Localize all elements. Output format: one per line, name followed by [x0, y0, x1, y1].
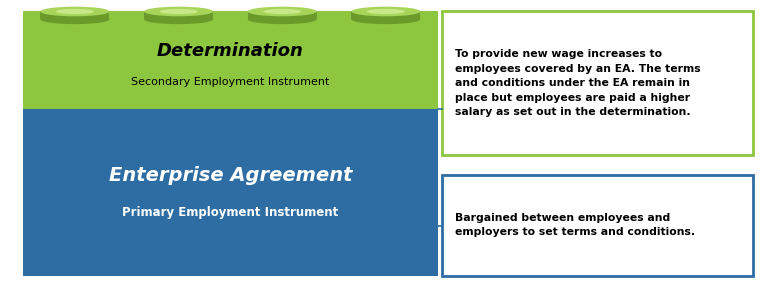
Ellipse shape: [352, 14, 421, 24]
Ellipse shape: [40, 14, 109, 24]
Ellipse shape: [352, 7, 421, 16]
Bar: [144, 11, 213, 19]
Text: Primary Employment Instrument: Primary Employment Instrument: [122, 206, 339, 219]
Ellipse shape: [144, 7, 213, 16]
Bar: [442, 11, 753, 155]
Ellipse shape: [56, 9, 94, 14]
Ellipse shape: [40, 7, 109, 16]
Ellipse shape: [247, 14, 316, 24]
Text: To provide new wage increases to
employees covered by an EA. The terms
and condi: To provide new wage increases to employe…: [455, 49, 701, 117]
Bar: [23, 11, 438, 109]
Bar: [352, 11, 421, 19]
Text: Secondary Employment Instrument: Secondary Employment Instrument: [131, 77, 329, 87]
Ellipse shape: [367, 9, 405, 14]
Bar: [248, 11, 317, 19]
Text: Bargained between employees and
employers to set terms and conditions.: Bargained between employees and employer…: [455, 213, 696, 238]
Bar: [23, 109, 438, 276]
Bar: [442, 175, 753, 276]
Ellipse shape: [263, 9, 301, 14]
Text: Enterprise Agreement: Enterprise Agreement: [108, 166, 353, 185]
Ellipse shape: [144, 14, 213, 24]
Bar: [41, 11, 110, 19]
Text: Determination: Determination: [157, 42, 304, 60]
Ellipse shape: [160, 9, 197, 14]
Ellipse shape: [247, 7, 316, 16]
